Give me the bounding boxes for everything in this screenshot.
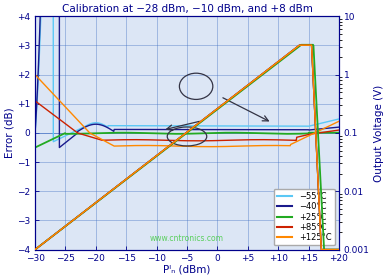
Text: www.cntronics.com: www.cntronics.com xyxy=(150,234,224,242)
Y-axis label: Error (dB): Error (dB) xyxy=(4,108,14,158)
X-axis label: Pᴵₙ (dBm): Pᴵₙ (dBm) xyxy=(163,265,211,275)
Legend: −55°C, −40°C, +25°C, +85°C, +125°C: −55°C, −40°C, +25°C, +85°C, +125°C xyxy=(274,189,335,246)
Title: Calibration at −28 dBm, −10 dBm, and +8 dBm: Calibration at −28 dBm, −10 dBm, and +8 … xyxy=(62,4,312,14)
Y-axis label: Output Voltage (V): Output Voltage (V) xyxy=(374,84,384,182)
